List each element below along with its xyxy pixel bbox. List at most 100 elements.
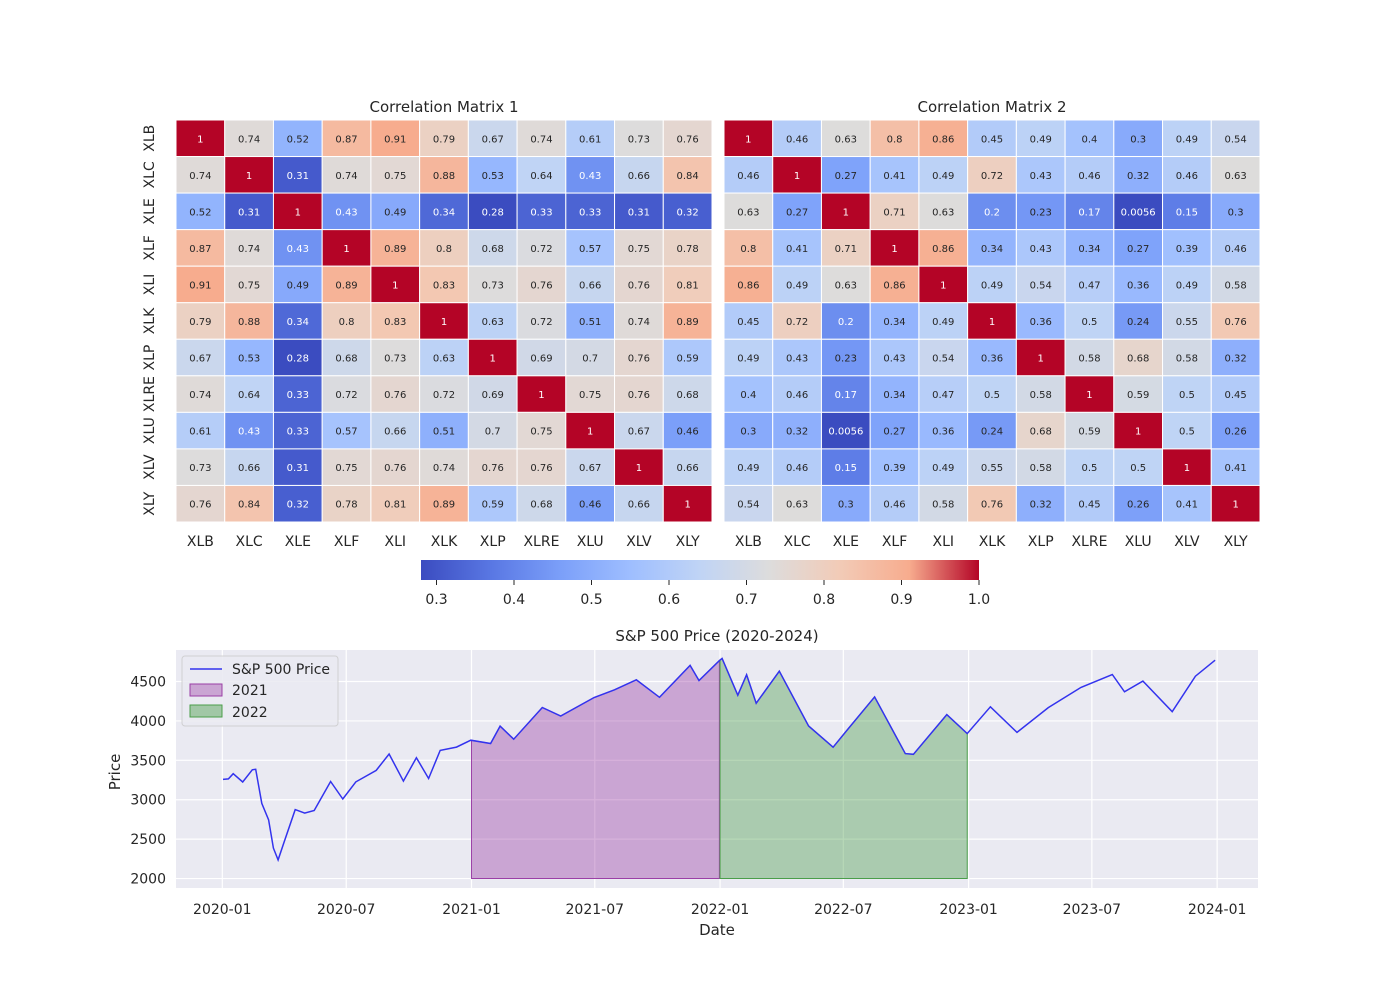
heatmap-cell	[467, 265, 518, 304]
price-chart: S&P 500 Price (2020-2024) 2020-01 2020-07…	[106, 627, 1258, 939]
heatmap-cell-value: 0.5	[1179, 427, 1195, 438]
heatmap-cell-value: 1	[1184, 463, 1190, 474]
heatmap-cell-value: 0.76	[1225, 317, 1247, 328]
heatmap-cell	[1210, 156, 1261, 194]
legend-swatch-2021	[189, 683, 223, 697]
heatmap-cell-value: 0.67	[628, 427, 650, 438]
heatmap-cell-value: 0.81	[384, 500, 406, 511]
heatmap-y-tick-label: XLE	[142, 198, 158, 224]
heatmap-cell-value: 0.46	[786, 134, 808, 145]
heatmap-cell-value: 0.69	[530, 354, 552, 365]
colorbar-ticks: 0.3 0.4 0.5 0.6 0.7 0.8 0.9 1.0	[425, 580, 990, 608]
heatmap-cell-value: 0.72	[335, 390, 357, 401]
heatmap-x-tick-label: XLF	[882, 534, 907, 550]
heatmap-cell-value: 0.43	[1030, 171, 1052, 182]
heatmap-cell-value: 0.75	[579, 390, 601, 401]
heatmap-cell-value: 0.46	[1225, 244, 1247, 255]
heatmap-cell-value: 0.31	[238, 207, 260, 218]
heatmap-cell	[723, 265, 774, 304]
heatmap-cell-value: 0.75	[530, 427, 552, 438]
heatmap-cell	[1015, 302, 1066, 340]
heatmap-cell-value: 0.64	[238, 390, 260, 401]
heatmap-cell-value: 0.88	[238, 317, 260, 328]
heatmap-cell	[662, 156, 713, 194]
heatmap-cell-value: 0.52	[189, 207, 211, 218]
y-tick-label: 3000	[130, 793, 166, 809]
heatmap-cell	[1113, 192, 1164, 231]
y-tick-label: 3500	[130, 753, 166, 769]
heatmap-cell-value: 0.72	[433, 390, 455, 401]
heatmap-cell	[565, 119, 616, 158]
heatmap-cell-value: 0.73	[482, 280, 504, 291]
heatmap-cell	[772, 192, 822, 231]
colorbar-tick-label: 0.7	[735, 592, 757, 608]
heatmap-cell-value: 1	[891, 244, 897, 255]
heatmap-cell-value: 0.36	[932, 427, 954, 438]
heatmap-cell-value: 0.23	[1030, 207, 1052, 218]
heatmap-y-tick-label: XLU	[142, 417, 158, 444]
heatmap-cell-value: 0.68	[1030, 427, 1052, 438]
heatmap-cell-value: 0.33	[287, 390, 309, 401]
heatmap-cell-value: 0.74	[189, 390, 211, 401]
heatmap-cell-value: 0.43	[238, 427, 260, 438]
heatmap-cell	[820, 265, 871, 304]
heatmap-cell	[1015, 448, 1066, 486]
heatmap-cell	[565, 302, 616, 340]
heatmap-cell	[869, 119, 920, 158]
heatmap-cell	[1210, 119, 1261, 158]
heatmap-cell	[1162, 119, 1212, 158]
heatmap-cell-value: 0.5	[1082, 317, 1098, 328]
heatmap-cell-value: 0.24	[1127, 317, 1149, 328]
heatmap-cell-value: 0.67	[189, 354, 211, 365]
heatmap-cell	[772, 119, 822, 158]
heatmap-cell	[1113, 484, 1164, 523]
heatmap-cell-value: 1	[636, 463, 642, 474]
heatmap-cell-value: 0.5	[1179, 390, 1195, 401]
y-tick-label: 2500	[130, 832, 166, 848]
heatmap-cell	[321, 302, 372, 340]
heatmap-x-tick-label: XLK	[431, 534, 458, 550]
heatmap-cell-value: 0.79	[433, 134, 455, 145]
colorbar-tick-label: 0.6	[658, 592, 680, 608]
heatmap-cell	[516, 229, 567, 267]
heatmap-cell	[869, 156, 920, 194]
heatmap-cell-value: 0.32	[677, 207, 699, 218]
heatmap-cell	[321, 411, 372, 450]
heatmap-cell-value: 0.54	[1030, 280, 1052, 291]
colorbar-gradient	[421, 560, 979, 580]
heatmap-cell-value: 0.27	[786, 207, 808, 218]
heatmap-cell-value: 0.71	[835, 244, 857, 255]
heatmap-cell-value: 0.49	[737, 354, 759, 365]
heatmap-y-tick-label: XLI	[142, 274, 158, 296]
heatmap-cell-value: 0.57	[335, 427, 357, 438]
heatmap-cell	[614, 156, 664, 194]
heatmap-cell-value: 0.46	[1078, 171, 1100, 182]
heatmap-cell	[1113, 448, 1164, 486]
heatmap-x-tick-label: XLE	[833, 534, 859, 550]
heatmap-cell	[820, 229, 871, 267]
heatmap-x-tick-label: XLU	[1125, 534, 1152, 550]
heatmap-cell	[1162, 484, 1212, 523]
heatmap-cell	[321, 156, 372, 194]
heatmap-cell-value: 0.41	[1176, 500, 1198, 511]
heatmap-cell	[419, 265, 469, 304]
heatmap-cell	[1210, 229, 1261, 267]
heatmap-x-tick-label: XLF	[334, 534, 359, 550]
heatmap-x-tick-label: XLB	[187, 534, 214, 550]
heatmap-cell-value: 0.8	[740, 244, 756, 255]
heatmap-cell-value: 0.79	[189, 317, 211, 328]
heatmap-cell-value: 1	[745, 134, 751, 145]
heatmap-cell-value: 0.63	[433, 354, 455, 365]
heatmap-cell-value: 0.46	[677, 427, 699, 438]
heatmap-cell	[1210, 448, 1261, 486]
heatmap-cell-value: 0.32	[786, 427, 808, 438]
heatmap-cell	[614, 338, 664, 377]
legend-swatch-2022	[189, 704, 223, 718]
heatmap-cell-value: 0.55	[1176, 317, 1198, 328]
heatmap-cell-value: 0.43	[883, 354, 905, 365]
heatmap-2-title: Correlation Matrix 2	[917, 98, 1066, 116]
heatmap-cell-value: 0.46	[786, 463, 808, 474]
heatmap-cell-value: 0.53	[482, 171, 504, 182]
heatmap-cell-value: 0.27	[883, 427, 905, 438]
heatmap-cell-value: 1	[587, 427, 593, 438]
